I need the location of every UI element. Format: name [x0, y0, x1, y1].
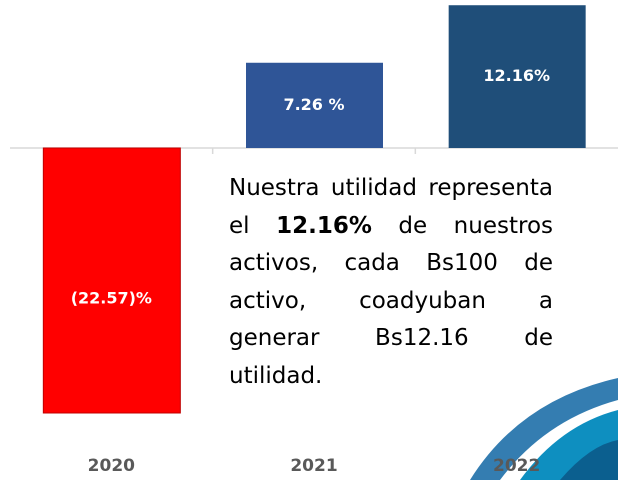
x-tick-label: 2020 — [88, 456, 135, 476]
value-label: (22.57)% — [71, 289, 152, 308]
value-label: 12.16% — [483, 66, 550, 85]
bar — [43, 148, 180, 413]
annotation-highlight: 12.16% — [276, 213, 372, 239]
x-tick-label: 2021 — [290, 456, 337, 476]
x-tick-label: 2022 — [493, 456, 540, 476]
value-label: 7.26 % — [283, 95, 344, 114]
page: (22.57)% 2020 7.26 % 2021 12.16% 2022 Nuestra… — [0, 0, 618, 480]
annotation: Nuestra utilidad representa el 12.16% de… — [229, 170, 553, 395]
